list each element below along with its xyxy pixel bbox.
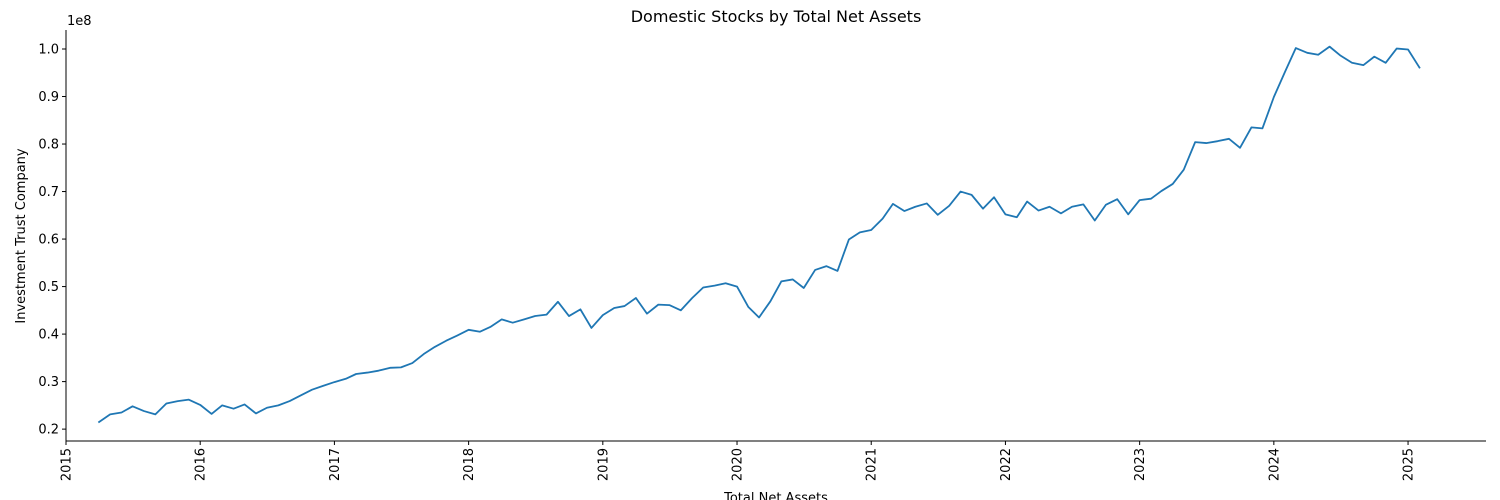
x-tick-label: 2017 <box>328 448 343 481</box>
y-tick-label: 0.4 <box>38 328 59 343</box>
y-tick-label: 0.8 <box>38 138 59 153</box>
y-tick-label: 0.2 <box>38 423 59 438</box>
y-tick-label: 0.3 <box>38 375 59 390</box>
x-tick-label: 2024 <box>1267 448 1282 481</box>
y-axis-ticks: 0.2 0.3 0.4 0.5 0.6 0.7 0.8 0.9 1.0 <box>38 43 66 438</box>
x-tick-label: 2016 <box>194 448 209 481</box>
x-tick-label: 2020 <box>731 448 746 481</box>
y-offset-label: 1e8 <box>67 14 92 29</box>
x-tick-label: 2022 <box>999 448 1014 481</box>
x-axis-title: Total Net Assets <box>723 491 828 500</box>
x-axis-ticks: 2015 2016 2017 2018 2019 2020 2021 2022 2023 2024… <box>60 441 1417 481</box>
y-tick-label: 0.5 <box>38 280 59 295</box>
x-tick-label: 2025 <box>1402 448 1417 481</box>
y-tick-label: 1.0 <box>38 43 59 58</box>
x-tick-label: 2015 <box>60 448 75 481</box>
x-tick-label: 2021 <box>865 448 880 481</box>
series-layer <box>97 45 1421 424</box>
y-axis-title: Investment Trust Company <box>14 148 29 324</box>
y-tick-label: 0.6 <box>38 233 59 248</box>
y-tick-label: 0.9 <box>38 90 59 105</box>
series-line <box>97 45 1421 424</box>
chart-title: Domestic Stocks by Total Net Assets <box>631 7 922 26</box>
y-tick-label: 0.7 <box>38 185 59 200</box>
x-tick-label: 2018 <box>462 448 477 481</box>
x-tick-label: 2023 <box>1133 448 1148 481</box>
x-tick-label: 2019 <box>596 448 611 481</box>
